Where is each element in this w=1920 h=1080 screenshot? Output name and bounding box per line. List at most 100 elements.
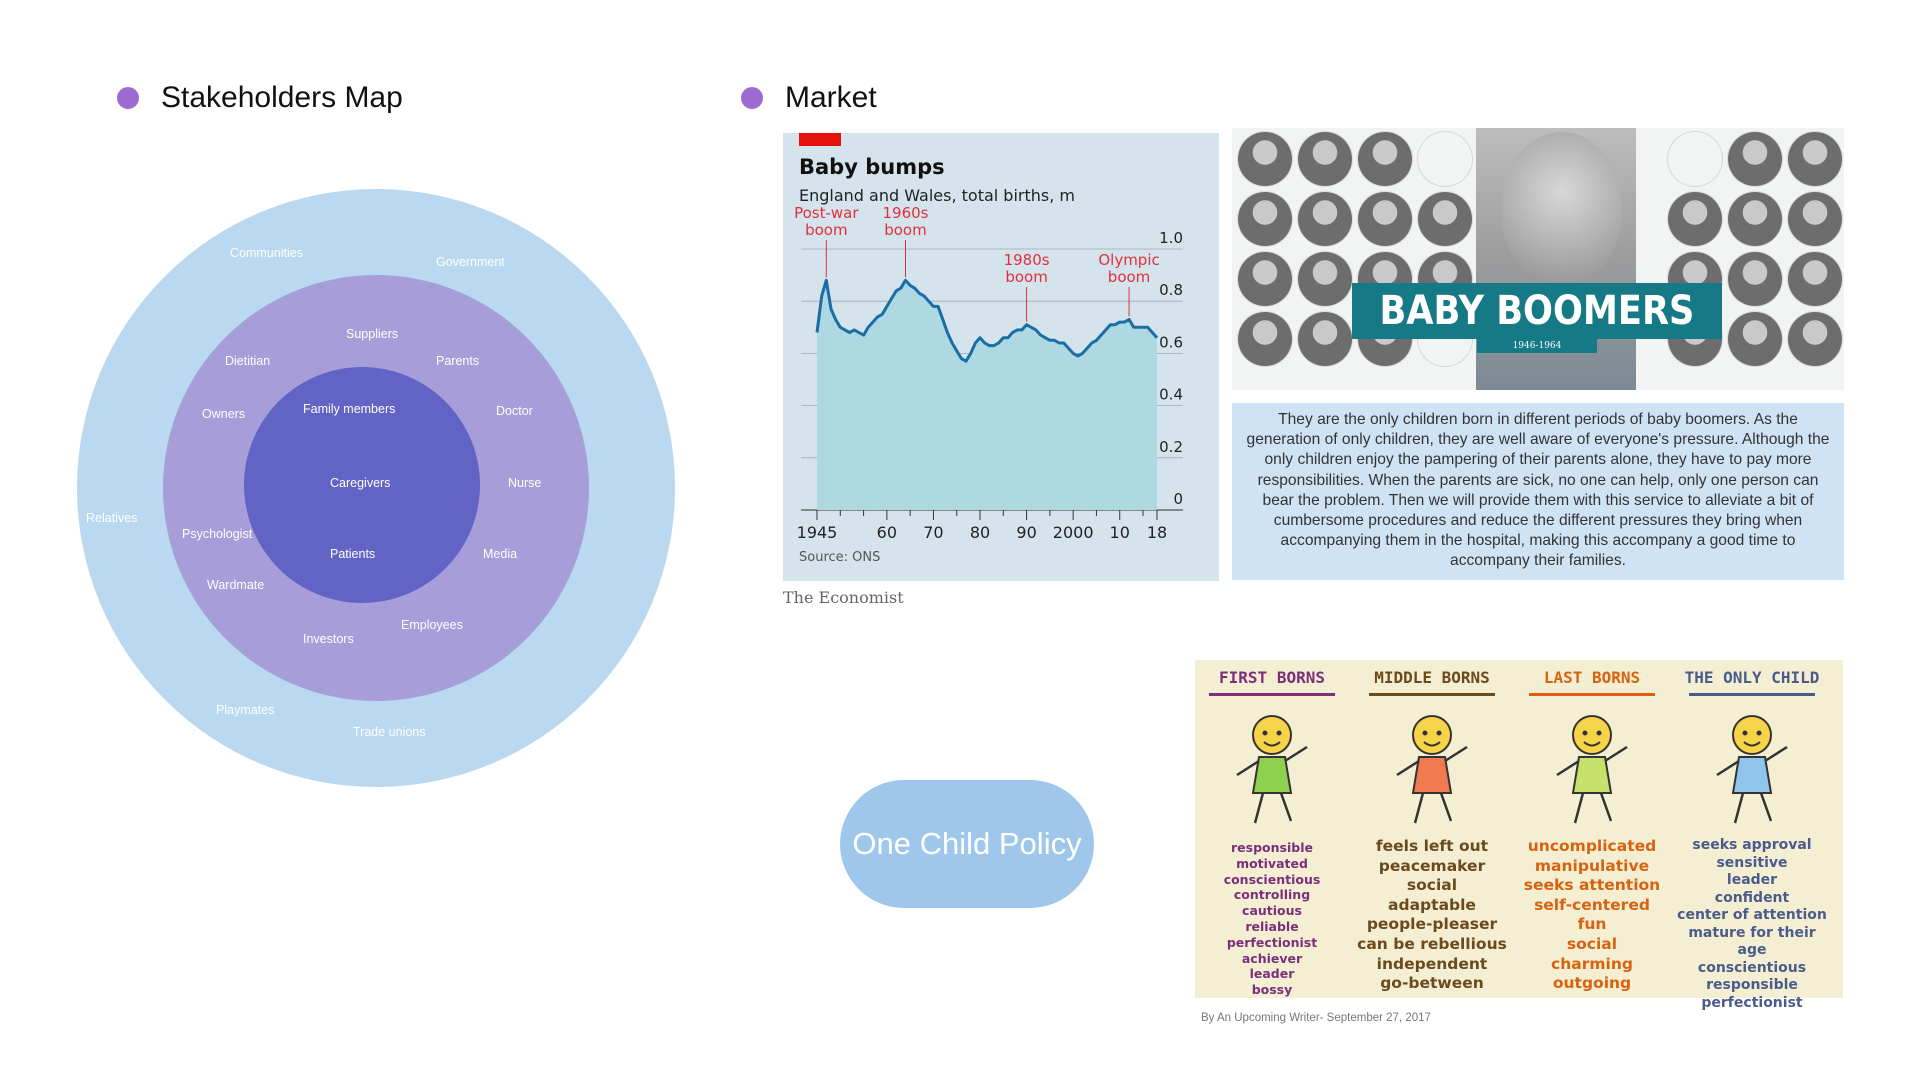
x-tick-label: 10 <box>1110 523 1130 542</box>
purple-bullet-icon <box>741 87 763 109</box>
trait-item: center of attention <box>1677 907 1827 923</box>
cartoon-child-icon <box>1236 715 1308 824</box>
label-relatives: Relatives <box>86 511 137 525</box>
trait-item: cautious <box>1242 903 1302 919</box>
face-photo <box>1238 132 1292 186</box>
inner-ring <box>244 367 480 603</box>
label-playmates: Playmates <box>216 703 274 717</box>
label-family-members: Family members <box>303 402 395 416</box>
trait-item: confident <box>1714 889 1790 906</box>
face-photo <box>1788 312 1842 366</box>
face-photo <box>1358 132 1412 186</box>
trait-item: leader <box>1726 872 1778 888</box>
label-media: Media <box>483 547 517 561</box>
chart-source: Source: ONS <box>799 550 881 565</box>
annotation-label: 1980s <box>1004 251 1050 269</box>
label-wardmate: Wardmate <box>207 578 264 592</box>
trait-item: social <box>1566 934 1618 953</box>
births-chart: 1945 60 70 80 90 2000 10 18 0 0.2 0.4 0.6 0.8 1.0 Post… <box>794 204 1183 542</box>
portrait-face <box>1502 132 1622 282</box>
trait-list: seeks approval sensitive leader confident ce… <box>1677 837 1827 1012</box>
trait-item: seeks attention <box>1523 876 1661 895</box>
market-heading: Market <box>741 81 877 115</box>
label-government: Government <box>436 255 505 269</box>
cartoon-child-icon <box>1396 715 1468 824</box>
trait-item: reliable <box>1245 918 1299 934</box>
birth-order-heading: THE ONLY CHILD <box>1684 668 1820 687</box>
label-trade-unions: Trade unions <box>353 725 426 739</box>
face-photo <box>1788 252 1842 306</box>
face-photo <box>1298 252 1352 306</box>
label-suppliers: Suppliers <box>346 327 398 341</box>
label-employees: Employees <box>401 618 463 632</box>
annotation-label: boom <box>1108 268 1151 286</box>
trait-list: uncomplicated manipulative seeks attention… <box>1517 837 1667 994</box>
chart-title: Baby bumps <box>799 155 945 179</box>
cartoon-child-icon <box>1556 715 1628 824</box>
heading-underline <box>1689 693 1815 696</box>
face-photo <box>1788 192 1842 246</box>
trait-item: social <box>1406 876 1458 895</box>
label-caregivers: Caregivers <box>330 476 390 490</box>
y-tick-label: 0.6 <box>1159 333 1183 351</box>
trait-item: fun <box>1577 915 1607 934</box>
x-tick-label: 1945 <box>797 523 838 542</box>
birth-order-byline: By An Upcoming Writer- September 27, 201… <box>1201 1012 1431 1024</box>
cartoon-child-icon <box>1716 715 1788 824</box>
trait-item: manipulative <box>1534 856 1650 875</box>
one-child-policy-pill: One Child Policy <box>840 780 1094 908</box>
stakeholders-heading: Stakeholders Map <box>117 81 403 115</box>
birth-order-heading: FIRST BORNS <box>1219 668 1325 687</box>
trait-item: perfectionist <box>1701 994 1803 1011</box>
trait-item: motivated <box>1236 855 1308 871</box>
trait-item: outgoing <box>1552 974 1632 993</box>
stakeholders-title: Stakeholders Map <box>161 81 403 114</box>
trait-item: peacemaker <box>1378 856 1486 875</box>
trait-item: conscientious <box>1697 959 1807 976</box>
trait-list: feels left out peacemaker social adaptable p… <box>1357 837 1507 994</box>
heading-underline <box>1209 693 1335 696</box>
face-photo <box>1238 192 1292 246</box>
baby-boomers-title: BABY BOOMERS <box>1379 288 1695 334</box>
face-photo <box>1668 192 1722 246</box>
y-tick-label: 1.0 <box>1159 229 1183 247</box>
trait-item: achiever <box>1241 950 1303 966</box>
trait-item: feels left out <box>1375 837 1489 855</box>
face-photo <box>1298 132 1352 186</box>
face-photo <box>1358 192 1412 246</box>
stakeholders-map: Communities Government Relatives Playmat… <box>77 189 675 787</box>
face-photo <box>1728 192 1782 246</box>
economist-credit: The Economist <box>783 588 904 607</box>
x-tick-label: 90 <box>1016 523 1036 542</box>
face-photo <box>1238 252 1292 306</box>
birth-order-panel: FIRST BORNS responsible motivated conscient… <box>1195 660 1843 1011</box>
x-tick-label: 2000 <box>1053 523 1094 542</box>
label-parents: Parents <box>436 354 479 368</box>
chart-subtitle: England and Wales, total births, m <box>799 186 1075 205</box>
trait-item: leader <box>1249 966 1295 982</box>
description-text: They are the only children born in diffe… <box>1246 411 1830 570</box>
annotation-label: boom <box>1005 268 1048 286</box>
trait-item: people-pleaser <box>1366 915 1498 934</box>
birth-order-heading: MIDDLE BORNS <box>1374 668 1490 687</box>
trait-item: go-between <box>1380 974 1484 993</box>
trait-item: responsible <box>1231 840 1313 855</box>
annotation-label: 1960s <box>882 204 928 222</box>
face-photo <box>1728 312 1782 366</box>
one-child-policy-label: One Child Policy <box>852 826 1082 861</box>
market-title: Market <box>785 81 877 114</box>
description-box: They are the only children born in diffe… <box>1232 403 1844 580</box>
label-psychologist: Psychologist <box>182 527 253 541</box>
birth-order-heading: LAST BORNS <box>1543 668 1641 687</box>
trait-item: seeks approval <box>1692 837 1812 853</box>
label-doctor: Doctor <box>496 404 533 418</box>
face-photo <box>1418 192 1472 246</box>
face-photo <box>1788 132 1842 186</box>
birth-order-column: THE ONLY CHILD seeks approval sensitive lea… <box>1677 660 1827 1011</box>
trait-item: self-centered <box>1534 895 1650 914</box>
economist-red-tab <box>799 133 841 146</box>
trait-item: charming <box>1551 954 1633 973</box>
trait-item: conscientious <box>1223 871 1321 887</box>
y-tick-label: 0.8 <box>1159 281 1183 299</box>
births-line <box>815 278 1159 363</box>
